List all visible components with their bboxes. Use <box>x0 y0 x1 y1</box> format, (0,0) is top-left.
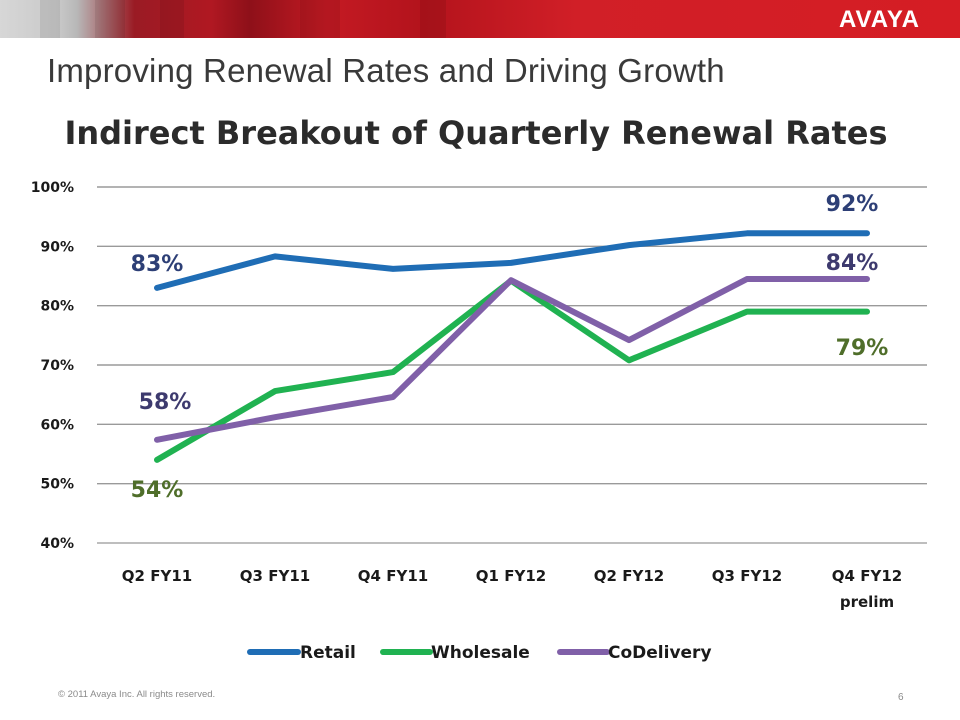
copyright-footer: © 2011 Avaya Inc. All rights reserved. <box>58 689 216 700</box>
data-label: 92% <box>826 192 879 217</box>
x-tick-label: Q3 FY11 <box>240 567 310 585</box>
chart-title: Indirect Breakout of Quarterly Renewal R… <box>64 114 888 152</box>
x-tick-label: Q2 FY11 <box>122 567 192 585</box>
legend-label-wholesale: Wholesale <box>431 643 530 663</box>
series-line-wholesale <box>154 277 870 463</box>
banner-stripe <box>95 0 125 38</box>
data-label: 79% <box>836 336 889 361</box>
x-tick-label: Q4 FY11 <box>358 567 428 585</box>
y-tick-label: 70% <box>40 358 74 374</box>
banner-stripe <box>40 0 60 38</box>
x-tick-label: Q3 FY12 <box>712 567 782 585</box>
y-tick-label: 100% <box>31 180 74 196</box>
page-number: 6 <box>898 692 904 703</box>
y-tick-label: 40% <box>40 536 74 552</box>
page-title: Improving Renewal Rates and Driving Grow… <box>47 52 725 89</box>
series-line-codelivery <box>154 276 870 443</box>
x-tick-label: Q2 FY12 <box>594 567 664 585</box>
x-tick-label: Q4 FY12 <box>832 567 902 585</box>
y-tick-label: 50% <box>40 477 74 493</box>
banner-stripe <box>160 0 184 38</box>
header-banner: AVAYA <box>0 0 960 38</box>
x-tick-sublabel: prelim <box>840 593 894 611</box>
data-label: 54% <box>131 478 184 503</box>
y-tick-label: 80% <box>40 299 74 315</box>
legend-label-retail: Retail <box>300 643 356 663</box>
x-tick-label: Q1 FY12 <box>476 567 546 585</box>
data-label: 58% <box>139 390 192 415</box>
legend-label-codelivery: CoDelivery <box>608 643 712 663</box>
avaya-logo: AVAYA <box>838 6 920 33</box>
y-tick-label: 60% <box>40 417 74 433</box>
data-label: 84% <box>826 251 879 276</box>
banner-stripe <box>300 0 340 38</box>
banner-stripe <box>420 0 446 38</box>
data-label: 83% <box>131 252 184 277</box>
y-tick-label: 90% <box>40 239 74 255</box>
